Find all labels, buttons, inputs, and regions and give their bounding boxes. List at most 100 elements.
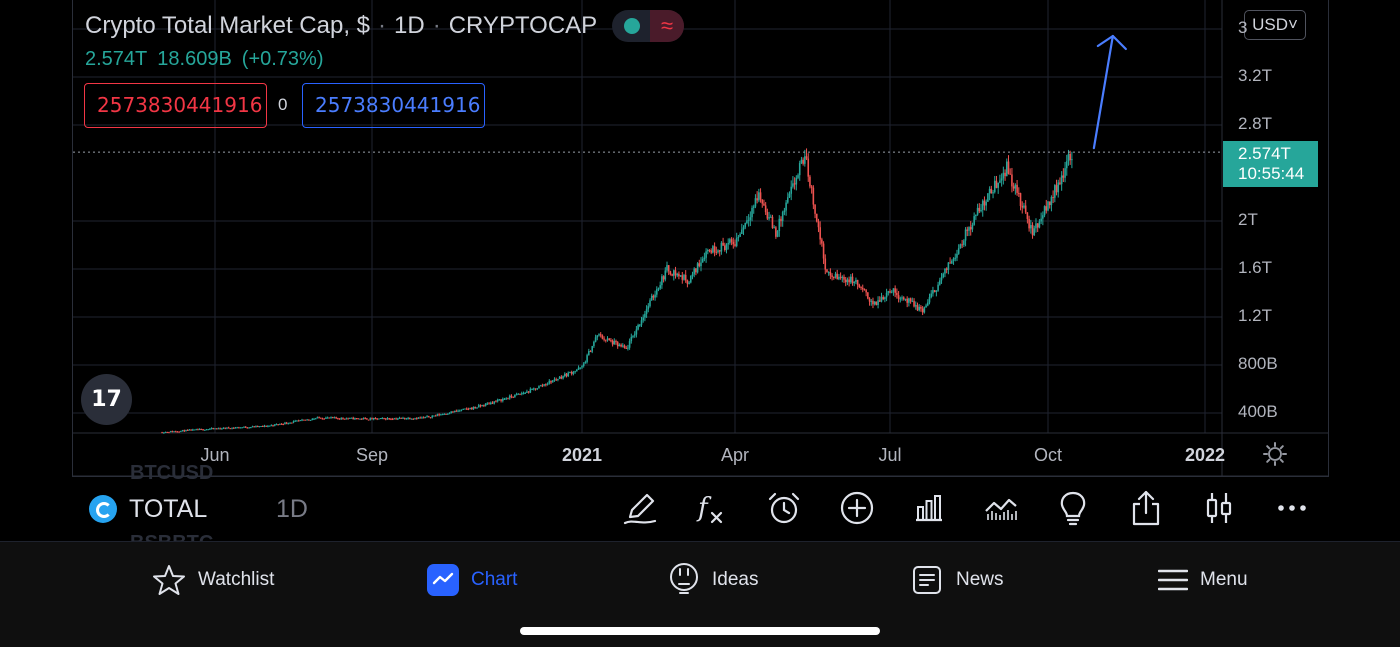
candle-body [205, 429, 208, 431]
candle-body [882, 297, 884, 300]
share-icon[interactable] [1127, 489, 1165, 527]
candle-body [669, 271, 672, 275]
candle-body [807, 158, 810, 177]
price-chart[interactable] [0, 0, 1400, 540]
gear-icon[interactable] [1262, 441, 1288, 467]
nav-news[interactable]: News [912, 561, 1004, 599]
candle-body [674, 270, 677, 276]
candle-body [673, 270, 675, 276]
nav-chart[interactable]: Chart [427, 561, 517, 599]
candles-icon[interactable] [1200, 489, 1238, 527]
candle-body [671, 274, 673, 276]
candle-body [314, 418, 317, 420]
spread-value: 0 [278, 95, 288, 114]
candle-body [890, 291, 893, 293]
candle-body [720, 242, 723, 252]
candle-body [843, 276, 845, 280]
candle-body [788, 193, 791, 198]
candle-body [1036, 223, 1039, 228]
candle-body [467, 408, 470, 410]
candle-body [364, 418, 366, 420]
candle-body [639, 324, 641, 326]
lightbulb-icon[interactable] [1054, 489, 1092, 527]
candle-body [343, 418, 346, 420]
market-status-pill[interactable]: ≈ [612, 10, 684, 42]
candle-body [522, 393, 525, 395]
candle-body [369, 418, 372, 420]
candle-body [956, 253, 958, 258]
candle-body [1059, 182, 1061, 185]
sell-button[interactable]: 2573830441916 [84, 83, 267, 128]
candle-body [188, 429, 191, 431]
chart-legend-title[interactable]: Crypto Total Market Cap, $ · 1D · CRYPTOCAP [85, 12, 598, 39]
currency-label: USD [1252, 15, 1288, 34]
buy-button[interactable]: 2573830441916 [302, 83, 485, 128]
more-options-icon[interactable] [1273, 489, 1311, 527]
candle-body [918, 306, 920, 311]
candle-body [256, 426, 259, 428]
candle-body [455, 410, 458, 412]
candle-body [268, 425, 271, 427]
nav-ideas[interactable]: Ideas [668, 561, 758, 599]
candle-body [853, 281, 856, 284]
candle-body [453, 410, 456, 413]
candle-body [462, 408, 465, 410]
symbol-search-button[interactable]: TOTAL [129, 495, 208, 523]
candle-body [263, 425, 266, 427]
compare-chart-icon[interactable] [982, 489, 1020, 527]
candle-body [805, 156, 808, 159]
alarm-clock-icon[interactable] [765, 489, 803, 527]
candle-body [802, 159, 804, 164]
candle-body [889, 291, 891, 293]
annotation-arrow-shaft [1092, 34, 1114, 150]
candle-body [390, 418, 392, 420]
candle-body [730, 239, 733, 242]
candle-body [623, 345, 626, 348]
candle-body [701, 259, 704, 263]
candle-body [231, 427, 233, 429]
bar-chart-icon[interactable] [910, 489, 948, 527]
candle-body [695, 268, 697, 273]
candle-body [831, 275, 833, 277]
currency-select[interactable]: USD˅ [1244, 10, 1306, 40]
candle-body [851, 276, 854, 284]
candle-body [178, 431, 180, 433]
candle-body [441, 414, 444, 416]
candle-body [819, 227, 821, 240]
candle-body [246, 427, 249, 429]
candle-body [603, 338, 605, 340]
nav-menu[interactable]: Menu [1158, 561, 1248, 599]
candle-body [944, 268, 946, 274]
nav-watchlist[interactable]: Watchlist [152, 561, 274, 599]
candle-body [372, 418, 375, 420]
candle-body [787, 197, 789, 203]
drawing-pen-icon[interactable] [621, 489, 659, 527]
candle-body [166, 431, 169, 433]
candle-body [503, 398, 506, 400]
candle-body [541, 385, 544, 387]
candle-body [826, 269, 828, 273]
candle-body [258, 426, 261, 428]
candle-body [1021, 205, 1024, 208]
candle-body [906, 298, 908, 303]
candle-body [229, 428, 232, 430]
interval-button[interactable]: 1D [276, 495, 308, 523]
add-plus-icon[interactable] [838, 489, 876, 527]
candle-body [251, 426, 254, 428]
candle-body [202, 429, 204, 431]
nav-ideas-label: Ideas [712, 569, 759, 590]
candle-body [400, 417, 403, 419]
candle-body [901, 297, 903, 299]
indicators-icon[interactable]: f [692, 489, 730, 527]
candle-body [234, 427, 237, 429]
crypto-symbol-icon[interactable] [89, 495, 117, 523]
candle-body [565, 373, 568, 377]
candle-body [712, 246, 714, 253]
candle-body [593, 341, 595, 347]
candle-body [884, 297, 886, 300]
candle-body [776, 231, 779, 237]
candle-body [661, 276, 663, 286]
candle-body [311, 419, 314, 421]
candle-body [391, 419, 394, 421]
tradingview-logo[interactable]: 17 [81, 374, 132, 425]
